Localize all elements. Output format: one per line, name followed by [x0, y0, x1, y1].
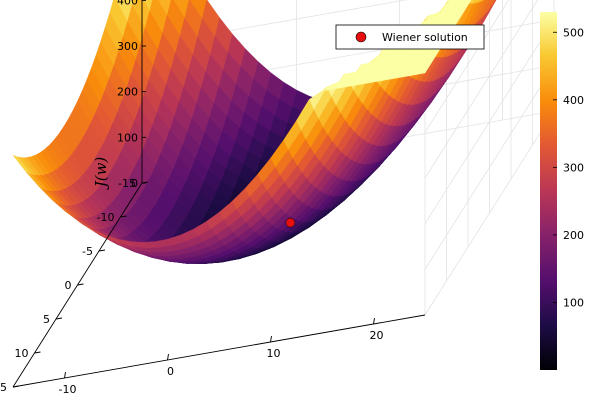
w2-tick-label: 5	[43, 313, 50, 326]
z-tick-label: 200	[117, 86, 138, 99]
w2-tick	[34, 351, 41, 354]
z-tick-label: 100	[117, 131, 138, 144]
w1-tick-label: -10	[59, 383, 77, 396]
colorbar-tick-label: 400	[563, 94, 584, 107]
colorbar-tick-label: 300	[563, 161, 584, 174]
w2-tick-label: 0	[65, 279, 72, 292]
w1-tick	[167, 353, 169, 361]
z-tick-label: 400	[117, 0, 138, 7]
w1-tick-label: 0	[167, 365, 174, 378]
w1-axis-line	[12, 314, 426, 388]
w2-tick-label: -5	[82, 245, 93, 258]
legend-marker	[355, 31, 367, 43]
w2-tick	[120, 215, 127, 218]
w2-tick-label: 15	[0, 381, 7, 394]
w1-tick	[270, 335, 272, 343]
w2-tick-label: -15	[118, 177, 136, 190]
wiener-solution-marker	[285, 217, 296, 228]
w2-tick-label: -10	[97, 211, 115, 224]
w2-tick-label: 10	[15, 347, 29, 360]
w2-tick	[98, 249, 106, 252]
colorbar-tick-label: 100	[563, 296, 584, 309]
colorbar: 100 200 300 400 500	[540, 12, 584, 370]
legend-label: Wiener solution	[382, 31, 468, 44]
w1-tick	[373, 317, 375, 325]
w2-tick	[55, 317, 63, 320]
colorbar-tick-label: 200	[563, 229, 584, 242]
surface-patch	[12, 154, 32, 175]
wiener-solution-marker-group	[285, 217, 296, 228]
w1-tick	[64, 371, 66, 379]
colorbar-tick-label: 500	[563, 26, 584, 39]
z-tick-label: 0	[131, 177, 138, 190]
colorbar-fill	[540, 12, 557, 370]
w1-tick-label: 10	[267, 347, 281, 360]
legend: Wiener solution	[335, 24, 485, 50]
w2-tick	[141, 181, 149, 184]
z-axis-label: J(w)	[92, 157, 110, 191]
w2-tick	[77, 283, 84, 286]
z-tick-label: 300	[117, 40, 138, 53]
w1-tick-label: 20	[370, 329, 384, 342]
